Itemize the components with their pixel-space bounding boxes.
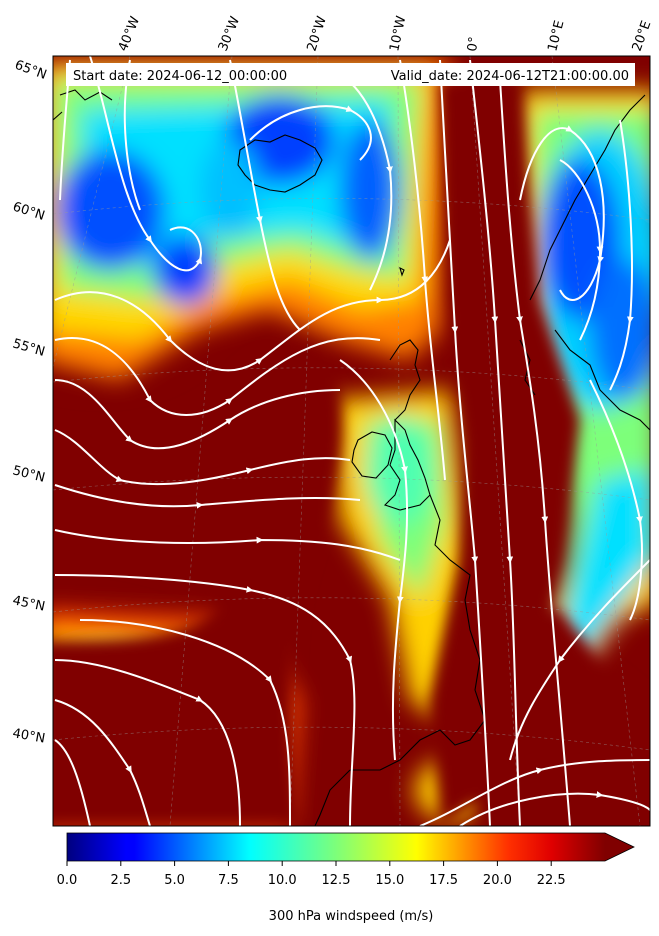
streamlines [54,56,650,826]
colorbar-tick-label: 20.0 [483,873,512,888]
lat-label: 40°N [11,726,46,746]
lon-label: 10°W [387,14,409,52]
coastlines [53,89,650,826]
longitude-labels: 40°W 30°W 20°W 10°W 0° 10°E 20°E [116,14,655,53]
ireland-coast [351,431,393,479]
lat-label: 65°N [13,58,49,83]
lon-label: 20°W [305,14,330,53]
colorbar-tick-label: 0.0 [57,873,78,888]
scotland-coast [389,339,421,421]
colorbar-tick-label: 12.5 [322,873,351,888]
date-header: Start date: 2024-06-12_00:00:00 Valid_da… [66,63,635,86]
greenland-coast [53,89,113,121]
britain-coast [383,418,431,511]
windspeed-field [53,56,650,826]
colorbar-tick-label: 2.5 [110,873,131,888]
lon-label: 0° [465,36,482,53]
latitude-labels: 65°N 60°N 55°N 50°N 45°N 40°N [11,58,49,747]
valid-date-label: Valid_date: 2024-06-12T21:00:00.00 [391,69,629,84]
colorbar-tick-label: 10.0 [268,873,297,888]
lon-label: 10°E [545,19,567,53]
colorbar-tick-label: 22.5 [537,873,566,888]
colorbar-tick-label: 17.5 [429,873,458,888]
iberia-coast [314,769,351,826]
lat-label: 50°N [11,463,46,485]
start-date-label: Start date: 2024-06-12_00:00:00 [73,69,287,84]
lon-label: 20°E [630,19,655,54]
lon-label: 30°W [216,14,243,53]
sweden-coast [554,329,650,431]
lat-label: 60°N [11,200,47,224]
colorbar-tick-label: 15.0 [375,873,404,888]
lat-label: 55°N [11,336,47,359]
colorbar-gradient [67,833,605,861]
iceland-coast [237,134,323,193]
lat-label: 45°N [11,593,46,614]
lon-label: 40°W [116,14,143,53]
colorbar-tick-label: 7.5 [218,873,239,888]
colorbar: 0.0 2.5 5.0 7.5 10.0 12.5 15.0 17.5 20.0 22.5 300… [57,832,635,924]
colorbar-ticks: 0.0 2.5 5.0 7.5 10.0 12.5 15.0 17.5 20.0 22.5 [57,861,566,888]
map-frame [52,55,651,827]
faroe-islands [399,266,405,277]
colorbar-tick-label: 5.0 [164,873,185,888]
europe-coast [350,494,486,771]
colorbar-extend-arrow [605,833,634,861]
colorbar-title: 300 hPa windspeed (m/s) [269,909,434,924]
